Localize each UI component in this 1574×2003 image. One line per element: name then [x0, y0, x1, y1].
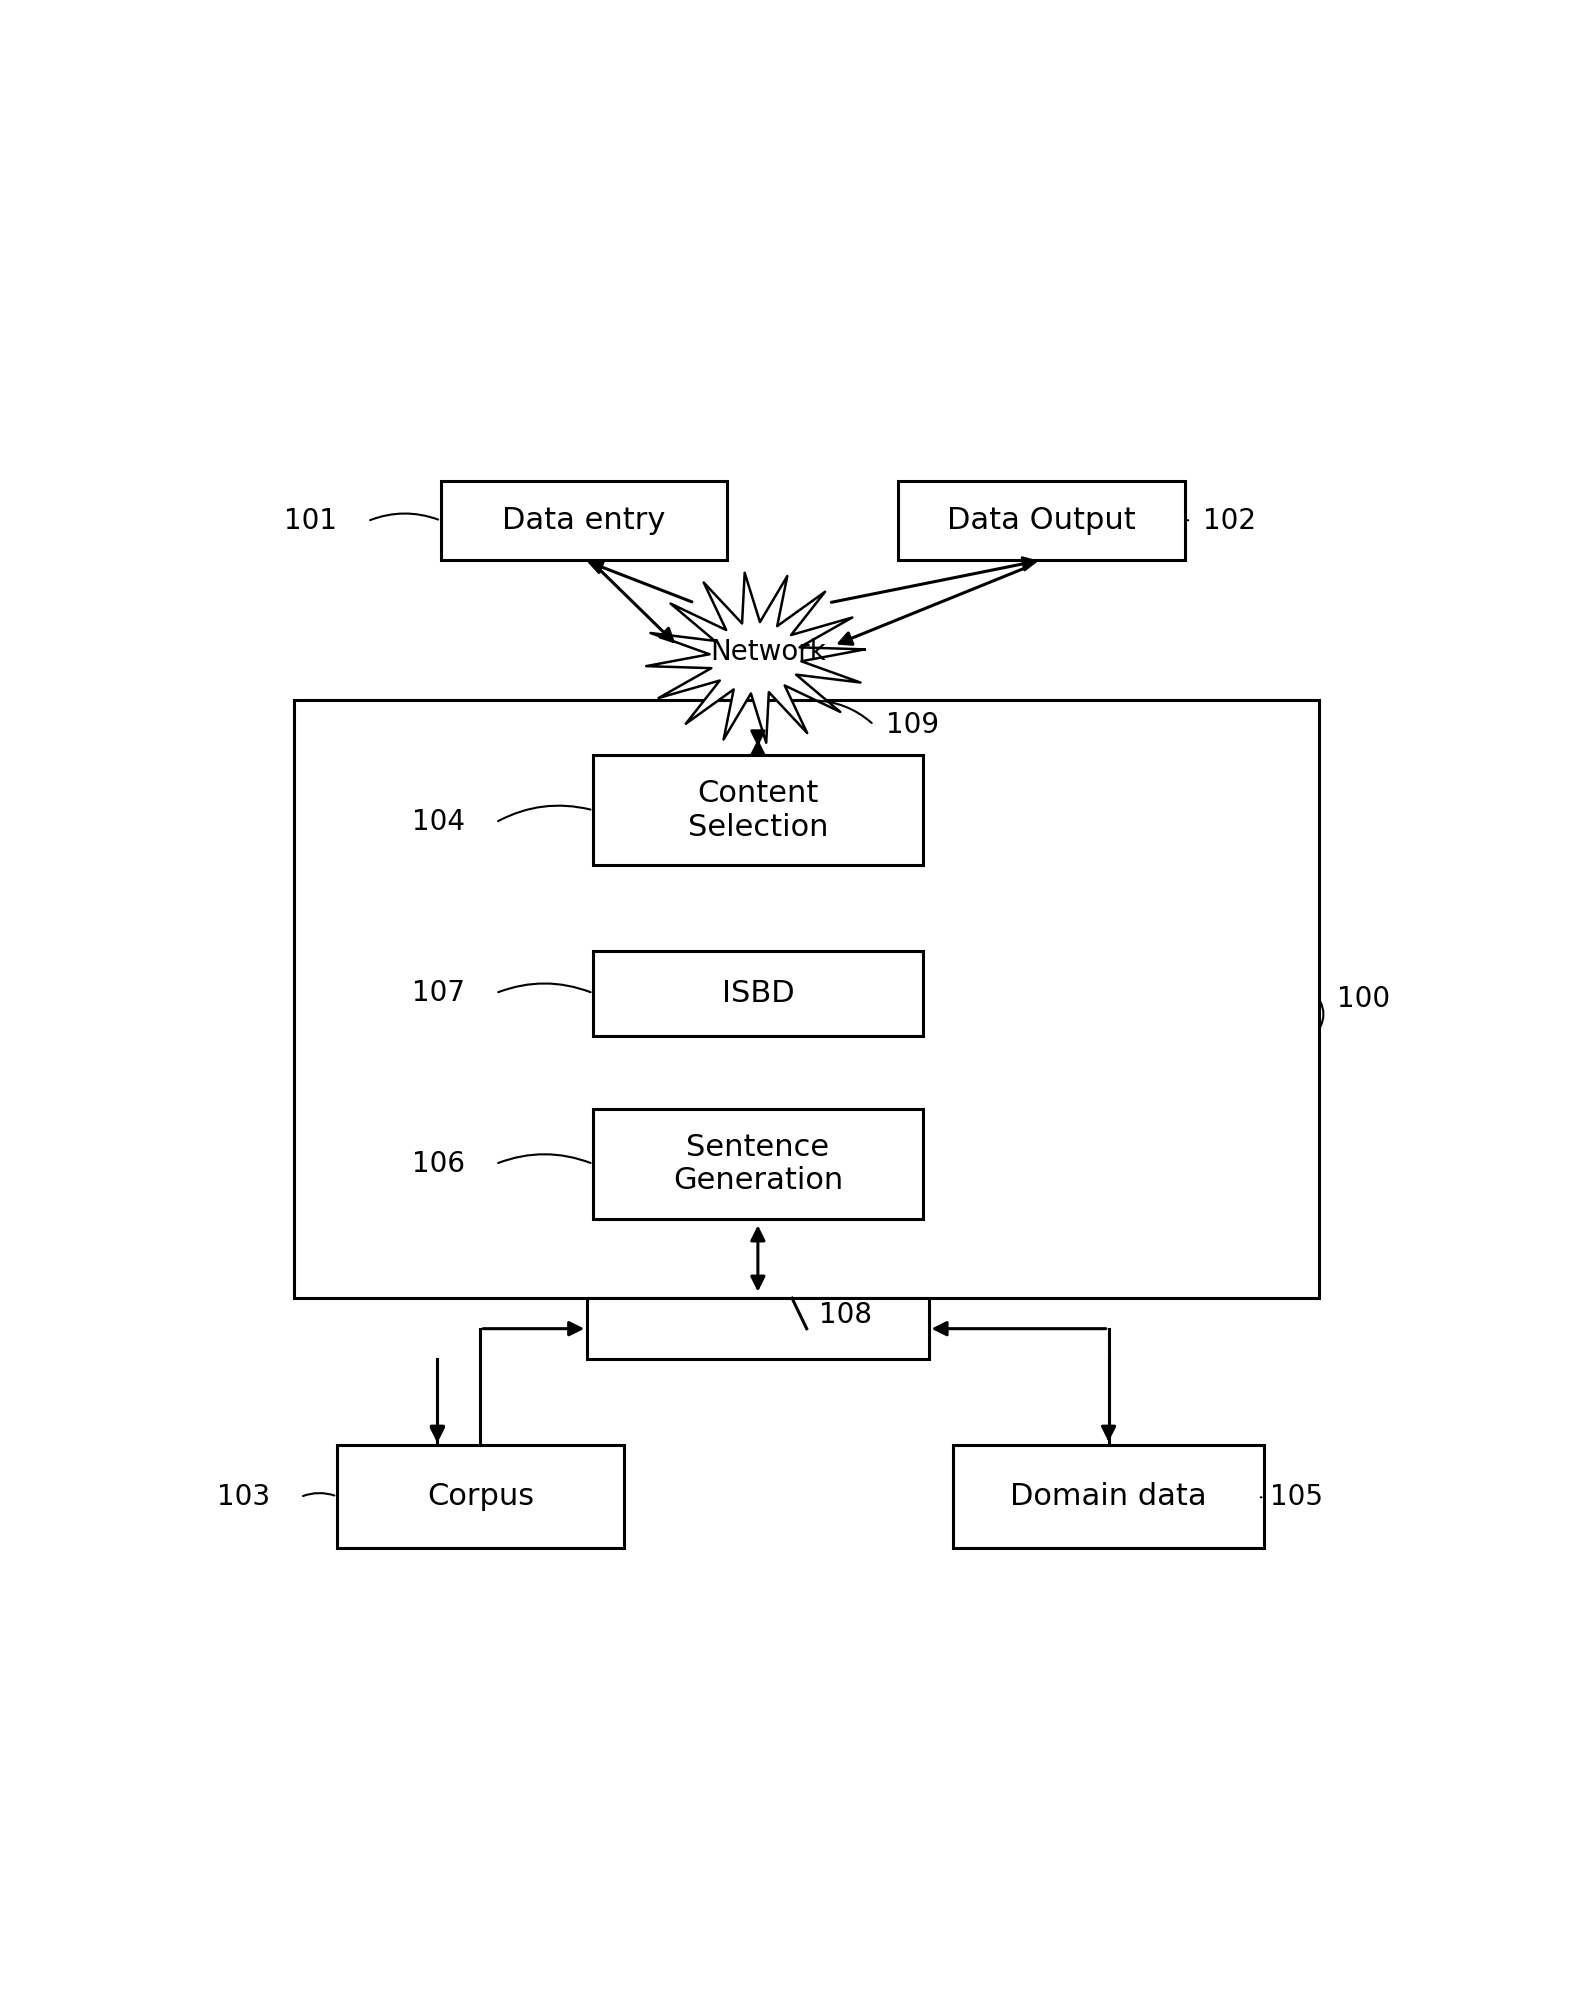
Bar — [587, 1298, 929, 1360]
Bar — [593, 951, 922, 1036]
Bar — [337, 1444, 623, 1548]
Text: Network: Network — [710, 637, 825, 665]
Text: 100: 100 — [1338, 985, 1390, 1014]
Text: 108: 108 — [818, 1300, 872, 1328]
Bar — [899, 481, 1185, 561]
Text: 109: 109 — [886, 711, 940, 739]
Text: Data entry: Data entry — [502, 507, 666, 535]
Text: Sentence
Generation: Sentence Generation — [672, 1132, 844, 1196]
Text: Content
Selection: Content Selection — [688, 779, 828, 841]
Text: Corpus: Corpus — [427, 1482, 534, 1510]
Bar — [294, 701, 1319, 1298]
Text: 107: 107 — [412, 979, 466, 1008]
Bar — [954, 1444, 1264, 1548]
Text: 101: 101 — [283, 507, 337, 535]
Text: 106: 106 — [412, 1150, 466, 1178]
Text: Domain data: Domain data — [1011, 1482, 1207, 1510]
Text: Data Output: Data Output — [948, 507, 1136, 535]
Bar — [441, 481, 727, 561]
Text: 102: 102 — [1203, 507, 1256, 535]
Text: 105: 105 — [1270, 1482, 1324, 1510]
Bar — [593, 755, 922, 865]
Text: 103: 103 — [217, 1482, 271, 1510]
Polygon shape — [647, 573, 864, 743]
Text: ISBD: ISBD — [721, 979, 795, 1008]
Bar — [593, 1110, 922, 1220]
Text: 104: 104 — [412, 809, 466, 837]
